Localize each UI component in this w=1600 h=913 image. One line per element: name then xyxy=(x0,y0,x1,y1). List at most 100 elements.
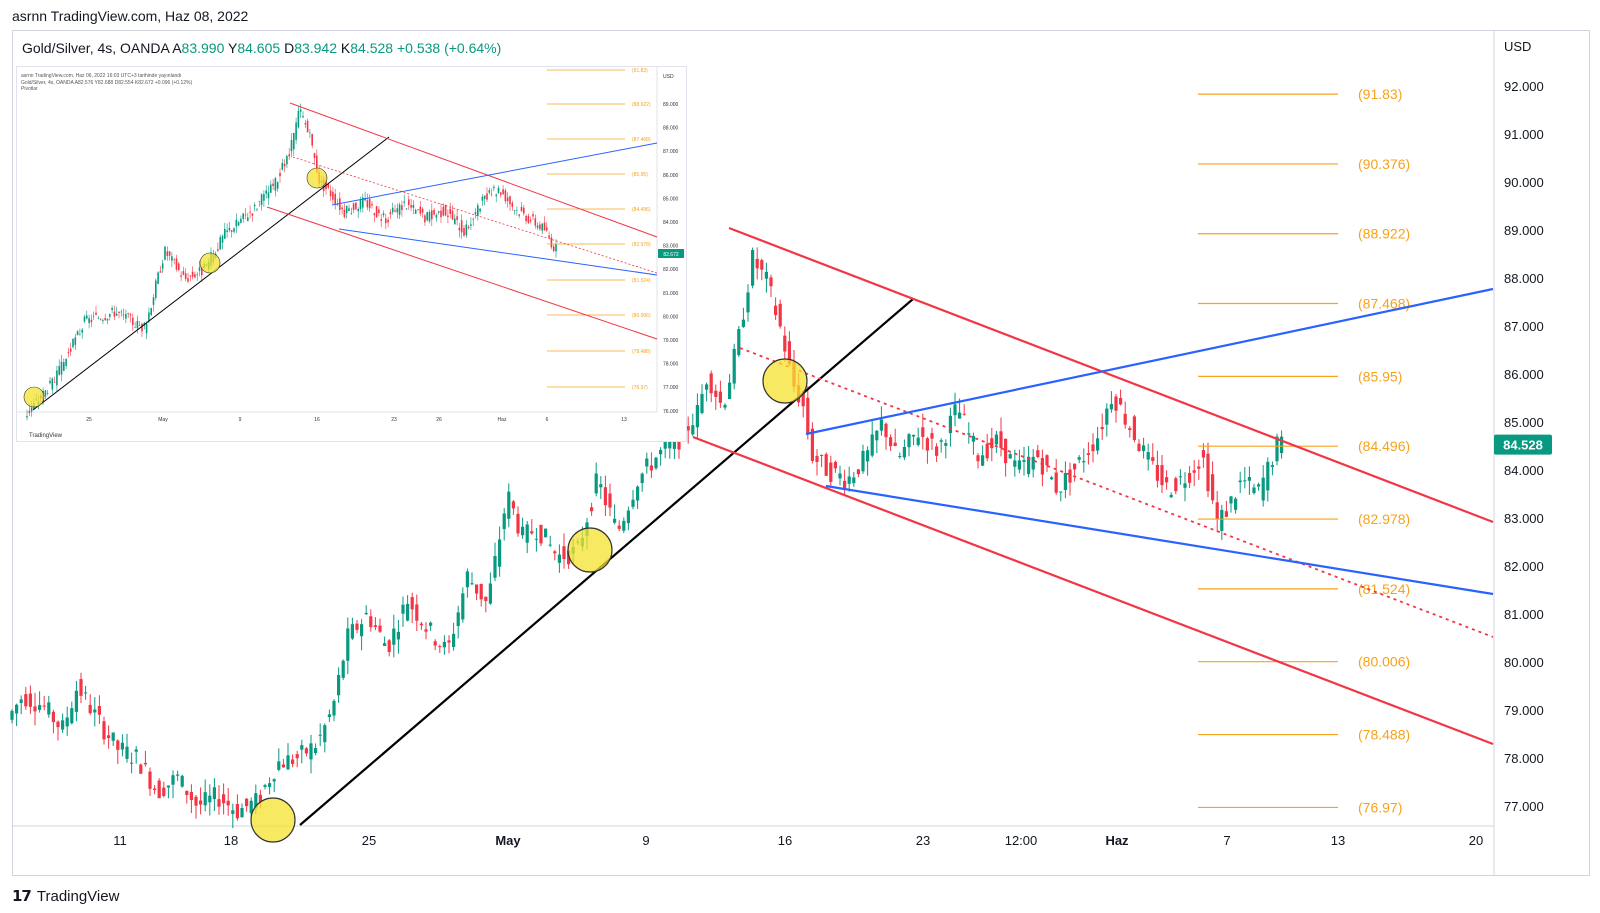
inset-candle-body xyxy=(343,209,346,218)
inset-candle-body xyxy=(60,361,63,375)
candle-body xyxy=(999,431,1003,448)
candle-body xyxy=(369,616,373,628)
inset-candle-body xyxy=(477,205,479,217)
chart-attribution: asrnn TradingView.com, Haz 08, 2022 xyxy=(12,8,249,24)
candle-body xyxy=(304,748,308,754)
fib-level-label: (82.978) xyxy=(1358,511,1410,527)
candle-body xyxy=(1054,472,1058,493)
inset-candle-body xyxy=(189,275,192,277)
candle-body xyxy=(958,412,962,419)
inset-x-tick-label: 6 xyxy=(546,417,549,423)
candle-body xyxy=(15,704,19,714)
candle-body xyxy=(1100,427,1104,430)
candle-body xyxy=(553,551,557,554)
candle-body xyxy=(686,426,690,431)
candle-body xyxy=(51,711,55,723)
inset-candle-body xyxy=(65,358,67,366)
candle-body xyxy=(875,430,879,441)
candle-body xyxy=(1119,398,1123,405)
inset-candle-body xyxy=(431,210,433,220)
candle-body xyxy=(884,423,888,438)
inset-candle-body xyxy=(49,380,51,384)
inset-candle-body xyxy=(67,352,70,354)
candle-body xyxy=(314,748,318,754)
inset-fib-label: (78.488) xyxy=(632,349,651,355)
candle-body xyxy=(222,794,226,804)
candle-body xyxy=(534,538,538,540)
candle-body xyxy=(318,734,322,736)
inset-candle-body xyxy=(297,110,300,128)
inset-candle-body xyxy=(359,199,362,210)
candle-body xyxy=(668,441,672,449)
candle-body xyxy=(1183,483,1187,488)
inset-x-tick-label: 9 xyxy=(239,417,242,423)
candle-body xyxy=(245,798,249,807)
inset-candle-body xyxy=(440,210,442,218)
inset-candle-body xyxy=(95,312,97,315)
fib-level-label: (87.468) xyxy=(1358,296,1410,312)
x-tick-label: Haz xyxy=(1105,833,1129,848)
candle-body xyxy=(976,455,980,462)
inset-candle-body xyxy=(249,211,251,213)
candle-body xyxy=(406,603,410,621)
y-tick-label: 91.000 xyxy=(1504,127,1544,142)
symbol-name[interactable]: Gold/Silver, 4s, OANDA xyxy=(22,40,170,56)
inset-candle-body xyxy=(350,213,353,214)
candle-body xyxy=(787,341,791,365)
inset-candle-body xyxy=(187,278,189,282)
candle-body xyxy=(889,437,893,447)
inset-candle-body xyxy=(366,200,369,208)
inset-y-tick-label: 77.000 xyxy=(663,385,679,391)
inset-candle-body xyxy=(467,226,470,229)
inset-candle-body xyxy=(520,207,523,212)
inset-candle-body xyxy=(74,337,77,345)
y-tick-label: 90.000 xyxy=(1504,175,1544,190)
x-tick-label: 25 xyxy=(362,833,376,848)
candle-body xyxy=(833,461,837,469)
candle-body xyxy=(1238,480,1242,483)
candle-body xyxy=(760,260,764,270)
inset-candle-body xyxy=(221,235,224,243)
inset-candle-body xyxy=(145,323,148,334)
fib-level-label: (84.496) xyxy=(1358,438,1410,454)
y-tick-label: 77.000 xyxy=(1504,799,1544,814)
candle-body xyxy=(617,525,621,529)
candle-body xyxy=(130,762,134,764)
inset-candle-body xyxy=(279,172,281,177)
inset-x-tick-label: 13 xyxy=(621,417,627,423)
candle-body xyxy=(1234,498,1238,510)
candle-body xyxy=(1013,460,1017,467)
inset-fib-label: (91.83) xyxy=(632,68,648,74)
inset-y-tick-label: 80.000 xyxy=(663,314,679,320)
inset-candle-body xyxy=(150,308,152,316)
candle-body xyxy=(1266,461,1270,491)
candle-body xyxy=(1045,455,1049,466)
inset-y-unit: USD xyxy=(663,74,674,80)
candle-body xyxy=(258,794,262,803)
candle-body xyxy=(626,510,630,524)
candle-body xyxy=(424,629,428,632)
candle-body xyxy=(1243,480,1247,482)
candle-body xyxy=(415,604,419,621)
inset-candle-body xyxy=(180,275,182,277)
candle-body xyxy=(475,584,479,594)
candle-body xyxy=(189,792,193,801)
inset-legend: Gold/Silver, 4s, OANDA A82.576 Y82.688 D… xyxy=(21,80,192,86)
fib-level-label: (78.488) xyxy=(1358,727,1410,743)
inset-y-tick-label: 83.000 xyxy=(663,244,679,250)
inset-candle-body xyxy=(382,213,385,216)
chart-frame[interactable] xyxy=(12,30,1590,876)
channel-mid-dotted-line xyxy=(739,347,1494,638)
inset-candle-body xyxy=(44,390,47,397)
candle-body xyxy=(93,709,97,713)
inset-candle-body xyxy=(286,156,288,165)
inset-candle-body xyxy=(541,223,543,231)
candle-body xyxy=(84,692,88,694)
inset-candle-body xyxy=(509,196,511,205)
candle-body xyxy=(1146,452,1150,460)
y-tick-label: 87.000 xyxy=(1504,319,1544,334)
candle-body xyxy=(525,524,529,543)
inset-y-tick-label: 82.000 xyxy=(663,267,679,273)
candle-body xyxy=(672,435,676,449)
